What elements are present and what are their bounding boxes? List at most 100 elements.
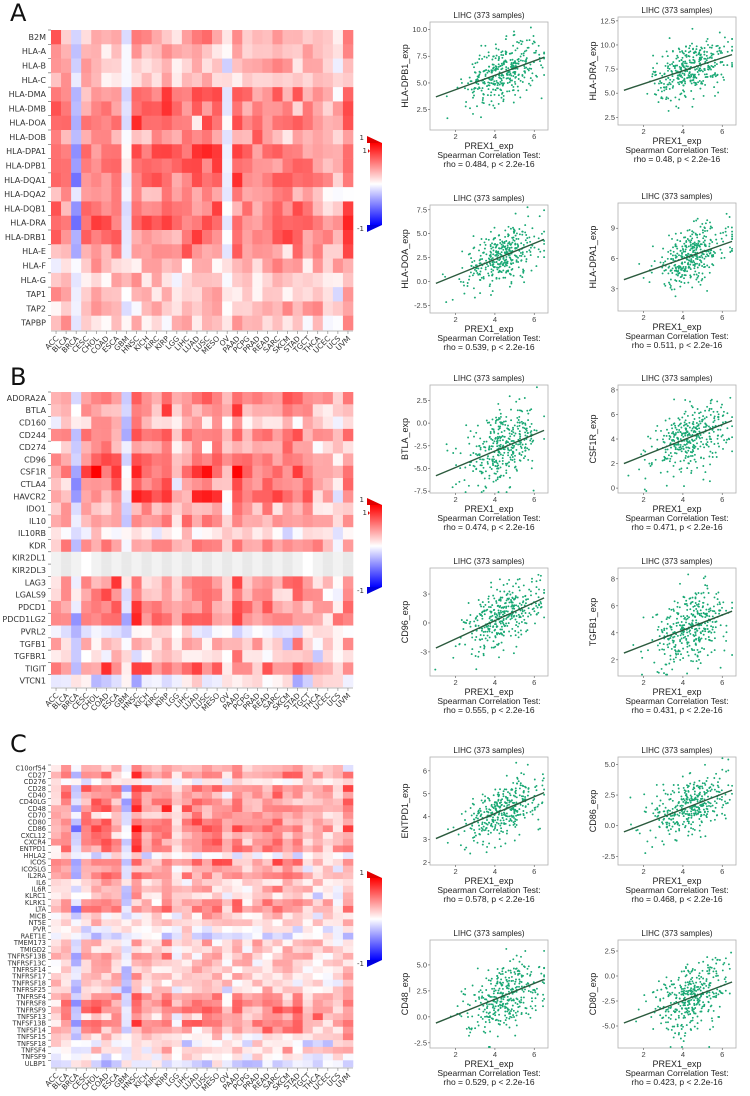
data-point <box>671 80 674 83</box>
heatmap-cell <box>171 564 183 577</box>
data-point <box>527 215 530 218</box>
data-point <box>480 267 483 270</box>
heatmap-cell <box>191 130 203 145</box>
heatmap-cell <box>141 490 152 503</box>
heatmap-cell <box>171 966 183 974</box>
data-point <box>667 109 670 112</box>
heatmap-cell <box>101 791 112 799</box>
data-point <box>486 461 489 463</box>
heatmap-cell <box>141 791 152 799</box>
data-point <box>731 61 733 64</box>
data-point <box>493 226 496 229</box>
heatmap-cell <box>202 301 213 317</box>
heatmap-cell <box>202 392 213 405</box>
data-point <box>501 56 504 59</box>
heatmap-cell <box>232 215 243 231</box>
heatmap-cell <box>151 791 163 799</box>
heatmap-cell <box>262 115 273 131</box>
heatmap-cell <box>282 912 293 920</box>
heatmap-cell <box>141 564 152 577</box>
heatmap-cell <box>282 858 293 866</box>
heatmap-cell <box>322 416 334 430</box>
data-point <box>681 63 684 66</box>
heatmap-cell <box>222 72 233 88</box>
heatmap-cell <box>101 130 112 145</box>
heatmap-cell <box>81 674 92 688</box>
heatmap-cell <box>61 892 72 900</box>
heatmap-cell <box>312 30 324 45</box>
heatmap-cell <box>222 811 233 819</box>
data-point <box>512 431 515 434</box>
data-point <box>524 224 527 227</box>
data-point <box>654 70 657 73</box>
heatmap-cell <box>332 392 344 405</box>
heatmap-cell <box>51 315 62 331</box>
heatmap-cell <box>202 952 213 960</box>
heatmap-cell <box>292 899 303 907</box>
heatmap-cell <box>202 465 213 479</box>
data-point <box>498 247 500 250</box>
heatmap-cell <box>232 912 243 920</box>
row-label: LGALS9 <box>15 591 46 600</box>
heatmap-cell <box>272 392 283 405</box>
heatmap-cell <box>191 502 203 516</box>
heatmap-cell <box>171 872 183 880</box>
row-label: LAG3 <box>25 578 46 587</box>
heatmap-cell <box>212 966 223 974</box>
data-point <box>691 261 694 264</box>
heatmap-cell <box>51 30 62 45</box>
heatmap-cell <box>151 852 163 860</box>
heatmap-cell <box>151 441 163 454</box>
heatmap-cell <box>322 230 334 245</box>
heatmap-cell <box>71 845 82 853</box>
heatmap-cell <box>81 287 92 302</box>
heatmap-cell <box>242 514 253 528</box>
heatmap-cell <box>131 130 142 145</box>
heatmap-cell <box>312 613 324 626</box>
heatmap-cell <box>121 771 132 779</box>
heatmap-cell <box>131 625 142 639</box>
data-point <box>690 258 693 261</box>
heatmap-cell <box>212 465 223 479</box>
heatmap-cell <box>81 1020 92 1028</box>
heatmap-cell <box>252 912 263 920</box>
heatmap-cell <box>222 44 233 59</box>
heatmap-cell <box>141 662 152 676</box>
heatmap-cell <box>242 650 253 663</box>
heatmap-cell <box>141 115 152 131</box>
heatmap-cell <box>111 87 122 102</box>
heatmap-cell <box>51 885 62 893</box>
heatmap-cell <box>242 999 253 1007</box>
x-tick-label: 6 <box>720 313 724 322</box>
heatmap-cell <box>111 404 122 417</box>
heatmap-cell <box>91 932 102 940</box>
data-point <box>695 255 698 258</box>
heatmap-cell <box>61 588 72 602</box>
heatmap-cell <box>222 919 233 927</box>
data-point <box>498 277 501 280</box>
heatmap-cell <box>272 845 283 853</box>
data-point <box>709 227 712 230</box>
heatmap-cell <box>252 899 263 907</box>
row-label: HLA-DOA <box>9 119 46 128</box>
heatmap-cell <box>262 1013 273 1021</box>
heatmap-cell <box>202 825 213 833</box>
heatmap-cell <box>191 551 203 565</box>
heatmap-cell <box>121 230 132 245</box>
heatmap-cell <box>61 872 72 880</box>
data-point <box>690 239 693 242</box>
heatmap-cell <box>202 785 213 793</box>
heatmap-cell <box>342 230 354 245</box>
heatmap-cell <box>282 805 293 813</box>
heatmap-cell <box>131 244 142 259</box>
heatmap-cell <box>222 852 233 860</box>
heatmap-cell <box>121 811 132 819</box>
heatmap-cell <box>292 778 303 786</box>
heatmap-cell <box>121 952 132 960</box>
heatmap-cell <box>272 798 283 806</box>
data-point <box>685 246 688 249</box>
data-point <box>530 442 533 445</box>
data-point <box>694 232 697 235</box>
row-label: HLA-DQB1 <box>4 204 46 213</box>
heatmap-cell <box>202 158 213 174</box>
